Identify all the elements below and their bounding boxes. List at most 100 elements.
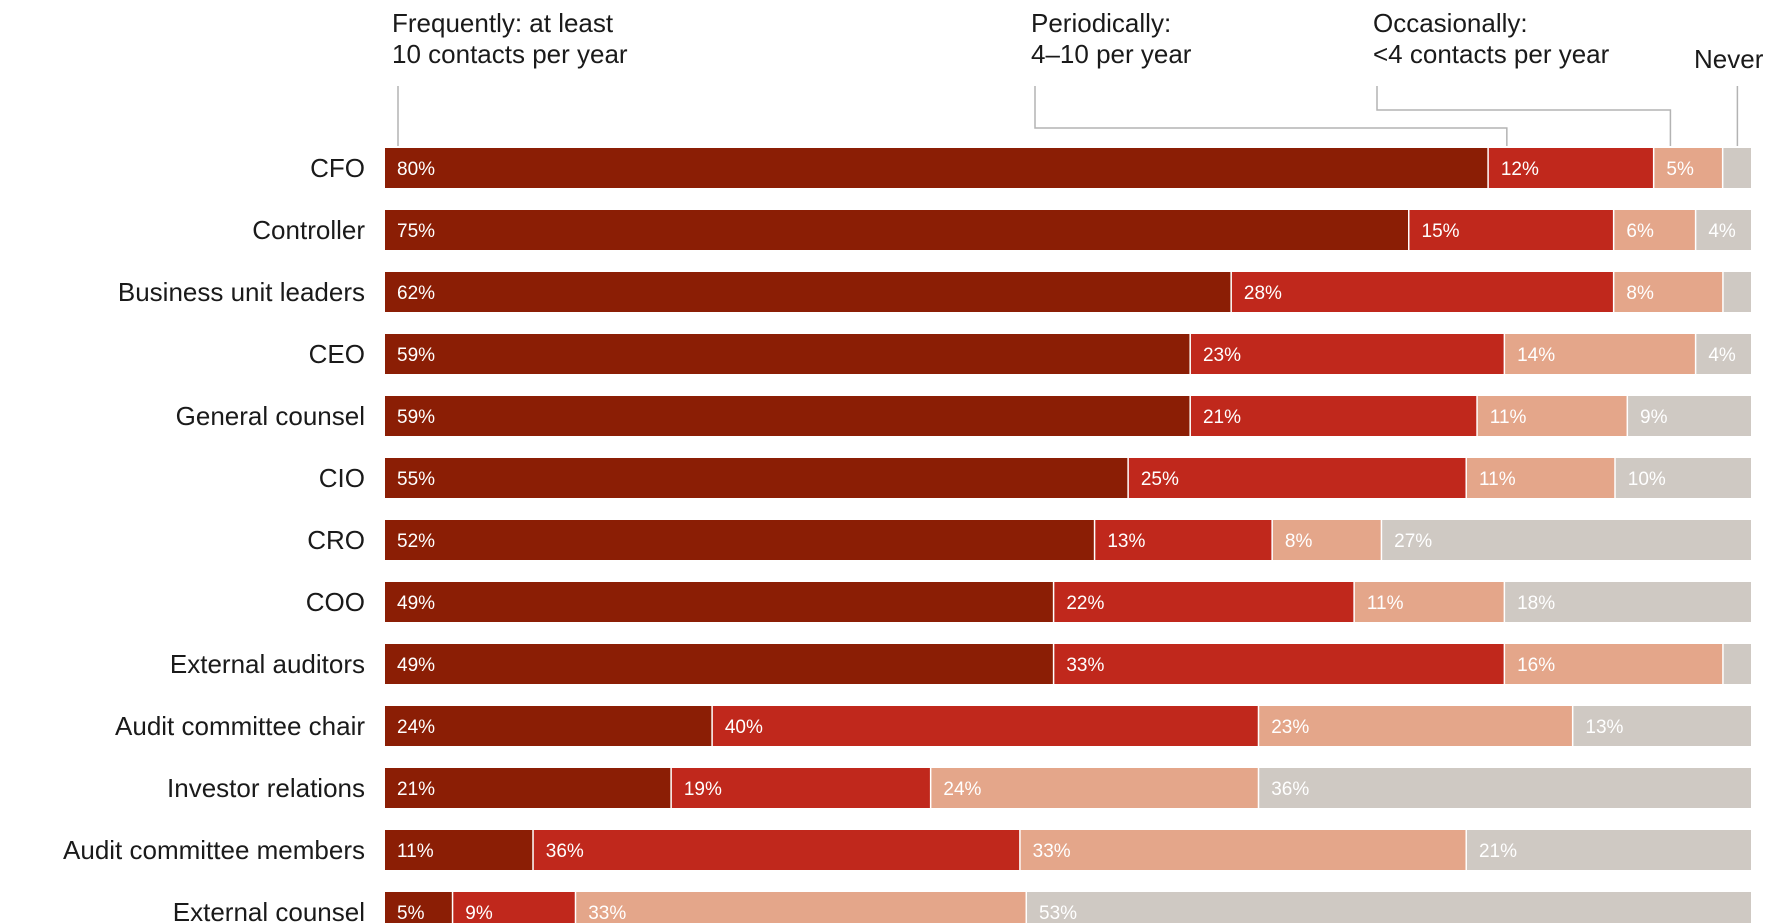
- data-label: 14%: [1517, 345, 1555, 366]
- bar-row-audit-committee-chair: Audit committee chair 24% 40% 23% 13%: [115, 706, 1751, 746]
- data-label: 62%: [397, 283, 435, 304]
- bar-segment-occasionally: [576, 892, 1026, 923]
- data-label: 55%: [397, 469, 435, 490]
- data-label: 21%: [1479, 841, 1517, 862]
- bar-segment-never: [1723, 148, 1751, 188]
- data-label: 5%: [397, 903, 425, 923]
- bar-segment-frequently: [385, 210, 1408, 250]
- bar-segment-occasionally: [1505, 644, 1723, 684]
- bar-row-external-auditors: External auditors 49% 33% 16%: [170, 644, 1751, 684]
- bar-segment-occasionally: [1272, 520, 1381, 560]
- bar-segment-frequently: [385, 272, 1231, 312]
- bar-segment-never: [1027, 892, 1751, 923]
- bar-row-investor-relations: Investor relations 21% 19% 24% 36%: [167, 768, 1751, 808]
- data-label: 11%: [1367, 593, 1404, 614]
- data-label: 4%: [1708, 221, 1736, 242]
- bar-segment-never: [1723, 644, 1751, 684]
- data-label: 22%: [1066, 593, 1104, 614]
- bar-segment-never: [1505, 582, 1751, 622]
- data-label: 33%: [588, 903, 626, 923]
- bar-segment-frequently: [385, 830, 533, 870]
- category-label: Investor relations: [167, 773, 365, 803]
- category-label: CIO: [319, 463, 365, 493]
- data-label: 11%: [1479, 469, 1516, 490]
- legend-label: Frequently: at least: [392, 8, 614, 38]
- legend-label: <4 contacts per year: [1373, 39, 1610, 69]
- bar-segment-never: [1615, 458, 1751, 498]
- data-label: 49%: [397, 655, 435, 676]
- bar-segment-occasionally: [931, 768, 1258, 808]
- bar-segment-periodically: [1488, 148, 1653, 188]
- bar-row-cio: CIO 55% 25% 11% 10%: [319, 458, 1751, 498]
- bar-segment-periodically: [453, 892, 575, 923]
- bar-segment-occasionally: [1614, 272, 1723, 312]
- category-label: COO: [306, 587, 365, 617]
- data-label: 9%: [1640, 407, 1668, 428]
- bar-segment-frequently: [385, 458, 1128, 498]
- category-label: Audit committee chair: [115, 711, 365, 741]
- data-label: 25%: [1141, 469, 1179, 490]
- data-label: 18%: [1517, 593, 1555, 614]
- bar-segment-periodically: [1095, 520, 1272, 560]
- bar-segment-periodically: [1190, 334, 1504, 374]
- bar-segment-frequently: [385, 148, 1488, 188]
- data-label: 19%: [684, 779, 722, 800]
- bar-segment-periodically: [533, 830, 1020, 870]
- data-label: 12%: [1501, 159, 1539, 180]
- bar-segment-frequently: [385, 582, 1053, 622]
- legend-label: Periodically:: [1031, 8, 1171, 38]
- category-label: CEO: [309, 339, 365, 369]
- bar-segment-never: [1723, 272, 1751, 312]
- bar-segment-frequently: [385, 768, 671, 808]
- bar-segment-never: [1466, 830, 1751, 870]
- bar-segment-occasionally: [1020, 830, 1466, 870]
- bar-row-coo: COO 49% 22% 11% 18%: [306, 582, 1751, 622]
- leader-line: [1376, 86, 1672, 146]
- legend-label: Occasionally:: [1373, 8, 1528, 38]
- data-label: 11%: [1490, 407, 1527, 428]
- bar-segment-never: [1696, 210, 1751, 250]
- bar-segment-periodically: [1190, 396, 1477, 436]
- bar-row-controller: Controller 75% 15% 6% 4%: [252, 210, 1751, 250]
- category-label: CFO: [310, 153, 365, 183]
- category-label: Business unit leaders: [118, 277, 365, 307]
- data-label: 36%: [1271, 779, 1309, 800]
- category-label: Audit committee members: [63, 835, 365, 865]
- data-label: 4%: [1708, 345, 1736, 366]
- data-label: 13%: [1107, 531, 1145, 552]
- category-label: External counsel: [173, 897, 365, 923]
- bar-row-audit-committee-members: Audit committee members 11% 36% 33% 21%: [63, 830, 1751, 870]
- bar-segment-occasionally: [1477, 396, 1627, 436]
- bar-segment-periodically: [1128, 458, 1466, 498]
- bar-segment-never: [1382, 520, 1751, 560]
- data-label: 49%: [397, 593, 435, 614]
- data-label: 21%: [397, 779, 435, 800]
- data-label: 16%: [1517, 655, 1555, 676]
- data-label: 40%: [725, 717, 763, 738]
- bar-segment-occasionally: [1259, 706, 1572, 746]
- data-label: 33%: [1066, 655, 1104, 676]
- data-label: 33%: [1033, 841, 1071, 862]
- data-label: 27%: [1394, 531, 1432, 552]
- data-label: 53%: [1039, 903, 1077, 923]
- bar-segment-frequently: [385, 334, 1190, 374]
- bar-segment-never: [1696, 334, 1751, 374]
- data-label: 6%: [1626, 221, 1654, 242]
- data-label: 23%: [1203, 345, 1241, 366]
- bar-segment-never: [1573, 706, 1751, 746]
- data-label: 10%: [1628, 469, 1666, 490]
- category-label: CRO: [307, 525, 365, 555]
- legend-item-never: Never: [1694, 44, 1764, 74]
- legend-label: 4–10 per year: [1031, 39, 1192, 69]
- category-label: Controller: [252, 215, 365, 245]
- bar-segment-periodically: [671, 768, 930, 808]
- legend-label: 10 contacts per year: [392, 39, 628, 69]
- bar-segment-frequently: [385, 706, 712, 746]
- legend-leader-lines: [397, 86, 1739, 146]
- data-label: 59%: [397, 345, 435, 366]
- data-label: 21%: [1203, 407, 1241, 428]
- bar-row-external-counsel: External counsel 5% 9% 33% 53%: [173, 892, 1751, 923]
- bar-segment-frequently: [385, 396, 1190, 436]
